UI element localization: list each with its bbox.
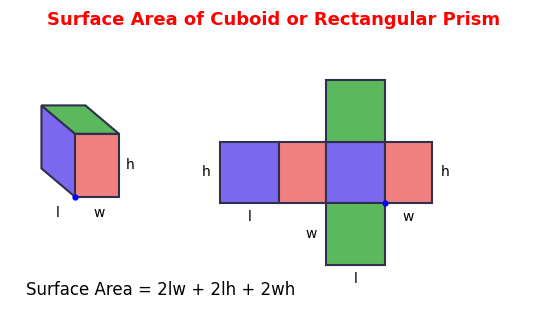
Text: w: w — [305, 227, 316, 241]
Text: l: l — [55, 206, 59, 220]
Bar — [220, 142, 279, 203]
Text: Surface Area = 2lw + 2lh + 2wh: Surface Area = 2lw + 2lh + 2wh — [26, 281, 295, 299]
Polygon shape — [75, 134, 119, 197]
Bar — [326, 80, 385, 142]
Text: l: l — [353, 272, 357, 286]
Bar — [326, 203, 385, 265]
Bar — [279, 142, 326, 203]
Polygon shape — [42, 105, 119, 134]
Text: h: h — [202, 165, 210, 179]
Text: h: h — [441, 165, 450, 179]
Bar — [326, 142, 385, 203]
Text: l: l — [248, 210, 252, 224]
Polygon shape — [42, 105, 75, 197]
Bar — [385, 142, 432, 203]
Text: w: w — [94, 206, 105, 220]
Text: w: w — [403, 210, 414, 224]
Text: h: h — [125, 158, 134, 172]
Text: Surface Area of Cuboid or Rectangular Prism: Surface Area of Cuboid or Rectangular Pr… — [48, 11, 500, 29]
